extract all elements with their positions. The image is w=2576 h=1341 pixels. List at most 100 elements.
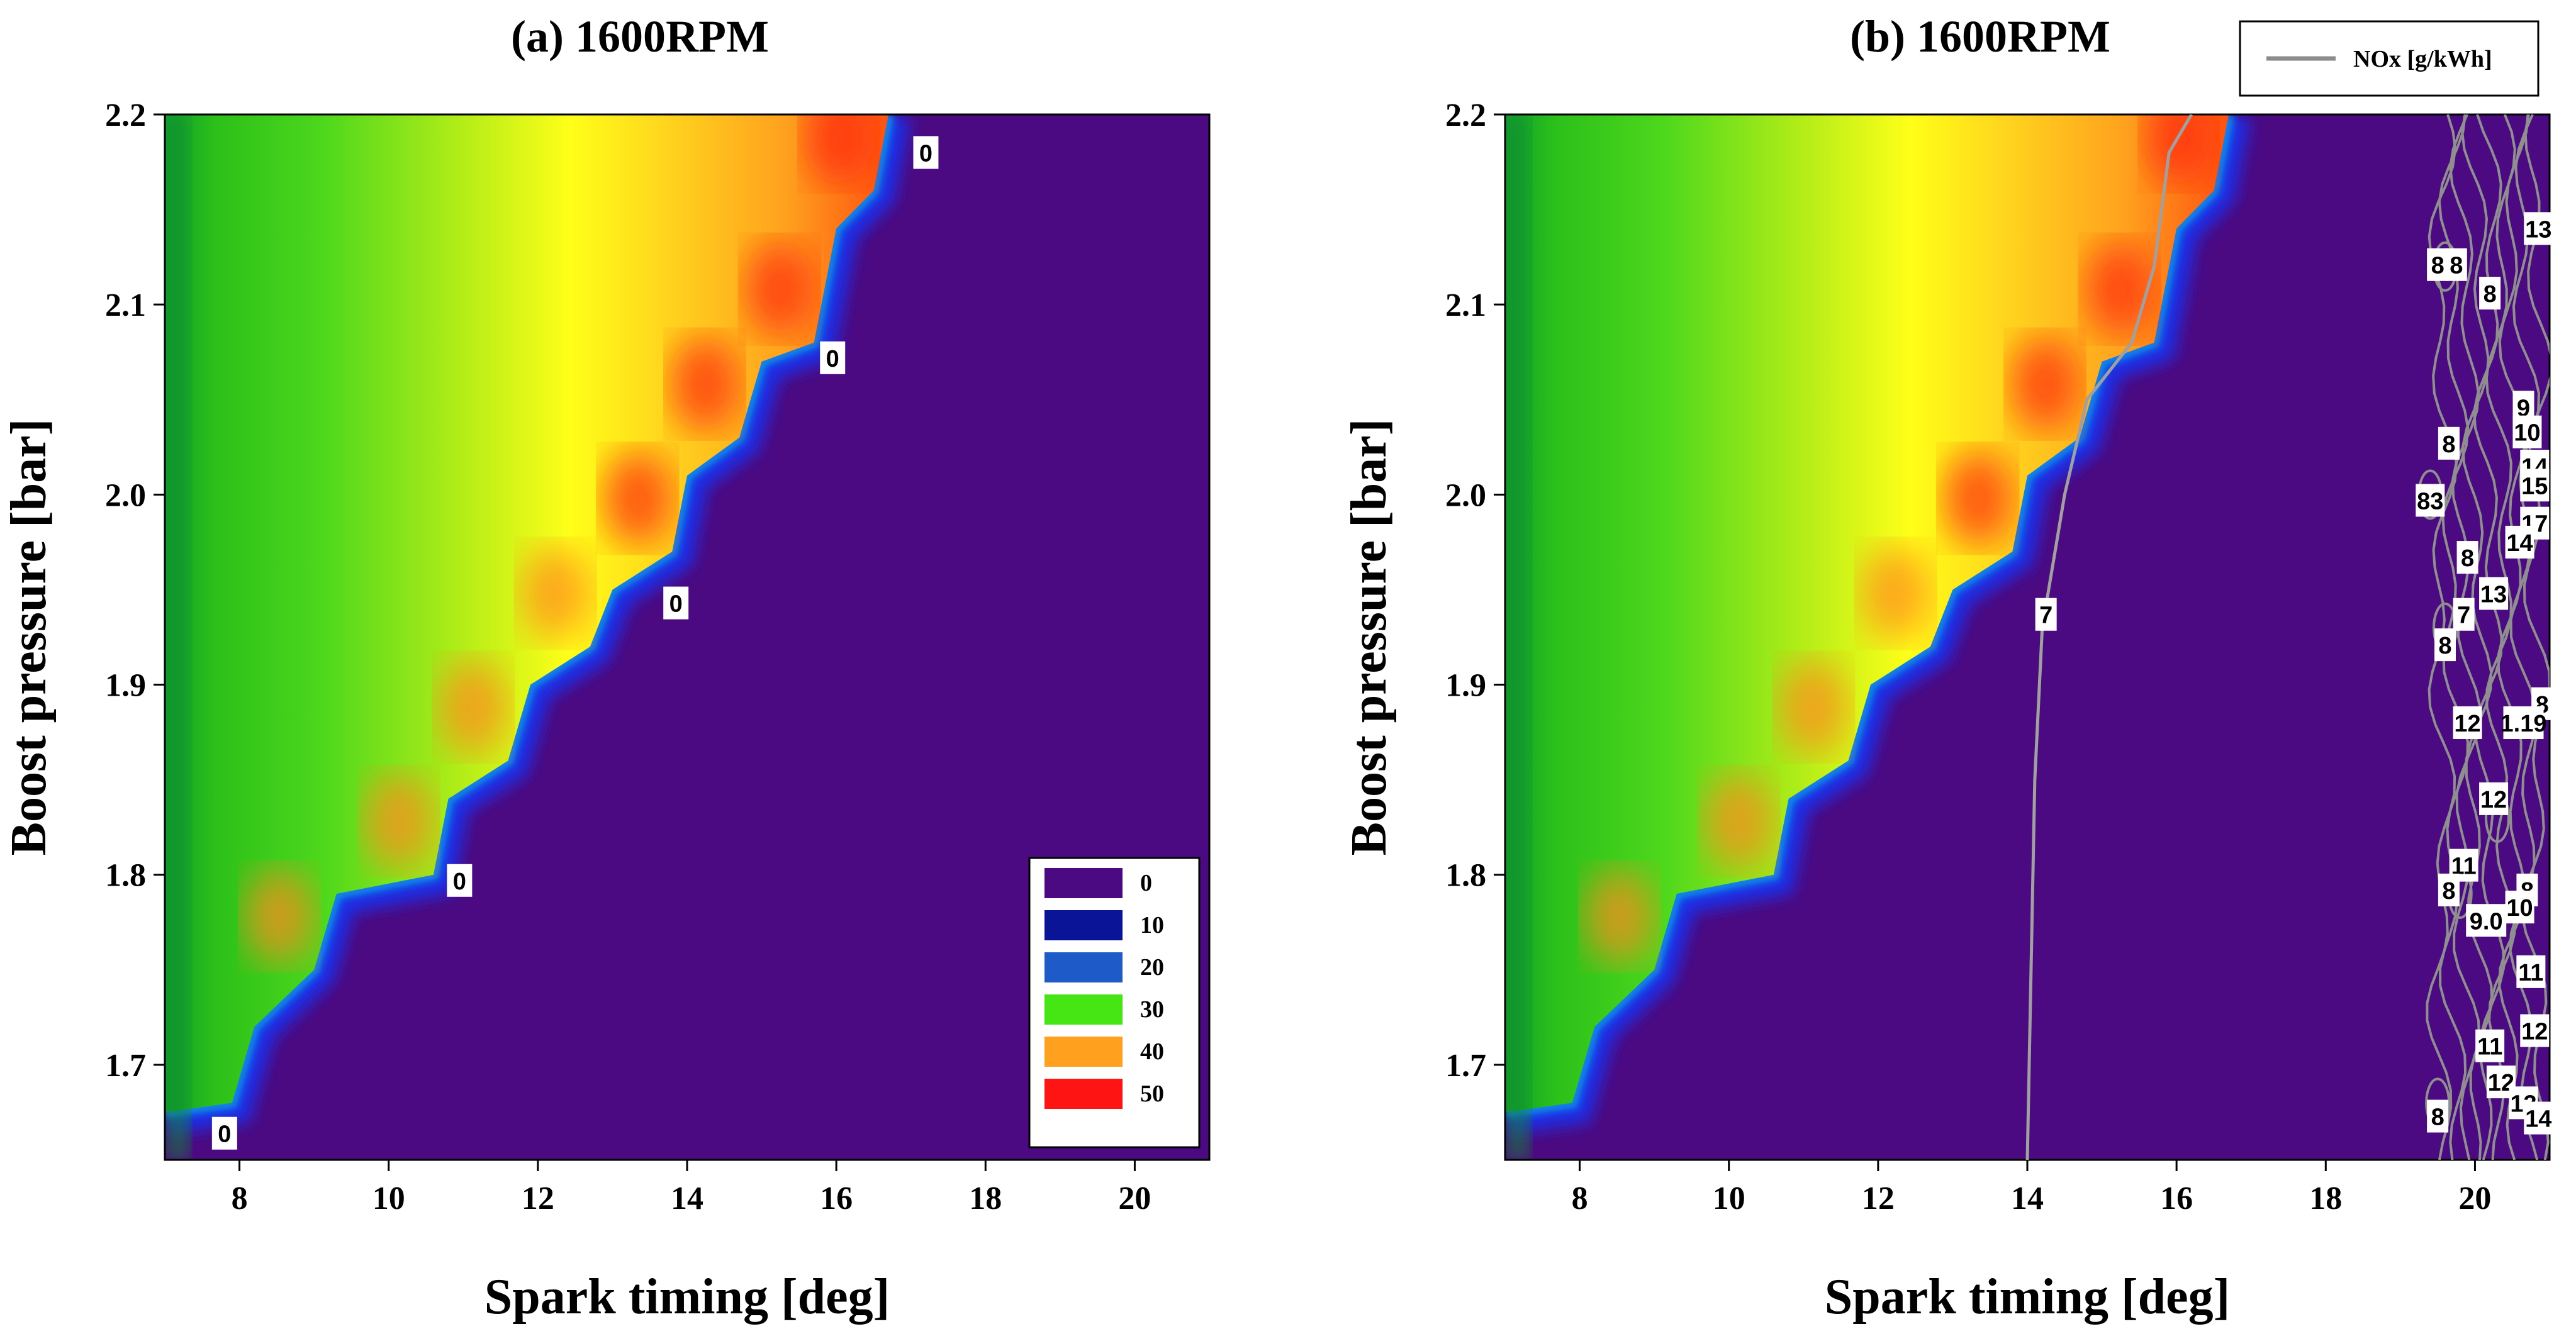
nox-label: 14 <box>2524 1101 2553 1135</box>
panel-b: 8 10 12 14 16 18 20 1.7 1.8 1.9 2.0 2.1 2.2 (b) 1600R… <box>1341 11 2553 1325</box>
label-text: 12 <box>2521 1019 2548 1045</box>
legend-swatch <box>1044 868 1123 898</box>
legend-level: 0 <box>1140 870 1152 896</box>
label-box <box>2438 426 2460 460</box>
label-text: 0 <box>218 1121 231 1148</box>
contour-label: 0 <box>663 586 689 620</box>
label-text: 8 <box>2442 431 2455 458</box>
nox-label: 83 <box>2416 484 2445 517</box>
heatmap-field <box>1505 114 2550 1160</box>
label-box <box>2453 706 2482 739</box>
hotspot <box>603 451 673 546</box>
hotspot <box>1861 546 1930 641</box>
y-tick-label: 1.9 <box>105 668 146 704</box>
y-tick-label: 1.7 <box>105 1048 146 1084</box>
x-tick-label: 10 <box>1713 1181 1745 1216</box>
label-text: 10 <box>2506 895 2533 921</box>
nox-contour <box>2485 114 2516 1160</box>
label-text: 13 <box>2480 581 2507 608</box>
nox-label: 13 <box>2524 212 2553 245</box>
nox-label: 8 <box>2479 277 2501 310</box>
label-box <box>2520 1014 2550 1047</box>
x-tick-label: 12 <box>1862 1181 1895 1216</box>
nox-label: 10 <box>2505 891 2534 924</box>
nox-label: 17 <box>2520 506 2550 540</box>
edge-shade <box>165 114 190 1160</box>
hotspot <box>364 774 434 869</box>
label-box <box>913 136 939 169</box>
label-text: 13 <box>2525 216 2551 243</box>
contour-label: 0 <box>820 341 846 374</box>
y-tick-label: 2.2 <box>105 97 146 133</box>
legend-level: 20 <box>1140 954 1164 981</box>
label-text: 8 <box>2461 545 2474 572</box>
x-tick-label: 16 <box>820 1181 853 1216</box>
y-tick-label: 1.9 <box>1445 668 1486 704</box>
nox-label: 7 <box>2453 598 2475 631</box>
label-text: 0 <box>919 140 932 167</box>
nox-contour <box>2449 114 2482 1160</box>
nox-label: 13 <box>2479 577 2509 610</box>
label-box <box>820 341 846 374</box>
nox-label: 8 <box>2434 628 2456 662</box>
legend-swatch <box>1044 1037 1123 1067</box>
panel-a: 8 10 12 14 16 18 20 1.7 1.8 1.9 2.0 2.1 2.2 (a) 1600R… <box>1 11 1211 1325</box>
legend-level: 30 <box>1140 996 1164 1023</box>
legend-swatch <box>1044 1079 1123 1109</box>
label-box <box>2505 525 2534 559</box>
label-text: 0 <box>826 346 839 372</box>
nox-label: 10 <box>2512 415 2542 448</box>
label-box <box>2466 904 2507 937</box>
legend-level: 10 <box>1140 912 1164 938</box>
label-box <box>663 586 689 620</box>
y-tick-label: 1.8 <box>1445 858 1486 894</box>
legend-level: 50 <box>1140 1081 1164 1107</box>
label-text: 7 <box>2039 603 2052 629</box>
label-box <box>2434 628 2456 662</box>
label-text: 9 <box>2517 395 2530 421</box>
label-box <box>2524 1101 2553 1135</box>
legend-label: NOx [g/kWh] <box>2353 46 2492 72</box>
x-tick-label: 8 <box>232 1181 248 1216</box>
label-box <box>2516 955 2546 988</box>
nox-label: 15 <box>2520 469 2550 502</box>
x-tick-label: 8 <box>1572 1181 1588 1216</box>
label-box <box>2505 891 2534 924</box>
label-text: 11 <box>2518 960 2543 986</box>
label-text: 83 <box>2417 488 2443 515</box>
y-tick-label: 2.1 <box>105 287 146 323</box>
label-text: 14 <box>2506 530 2533 557</box>
hotspot <box>1943 451 2013 546</box>
hotspot <box>245 869 315 964</box>
hotspot <box>1585 869 1655 964</box>
label-box <box>2416 484 2445 517</box>
hotspot <box>744 242 814 337</box>
nox-label: 11 <box>2516 955 2546 988</box>
label-box <box>2438 873 2460 906</box>
label-text: 7 <box>2457 603 2470 629</box>
label-box <box>2453 598 2475 631</box>
label-text: 8 <box>2484 281 2497 308</box>
label-box <box>211 1116 237 1150</box>
y-axis-label: Boost pressure [bar] <box>1 419 57 856</box>
label-text: 8 <box>2431 1104 2444 1130</box>
nox-label: 8 <box>2445 248 2467 281</box>
nox-label: 8 <box>2456 541 2478 574</box>
x-tick-label: 14 <box>671 1181 703 1216</box>
label-box <box>2479 577 2509 610</box>
nox-label: 12 <box>2520 1014 2550 1047</box>
label-box <box>447 864 473 897</box>
contour-label: 0 <box>447 864 473 897</box>
hotspot <box>1779 660 1849 755</box>
label-text: 1.19 <box>2500 711 2547 737</box>
nox-label: 8 <box>2427 248 2449 281</box>
y-tick-label: 2.0 <box>105 477 146 513</box>
label-box <box>2427 248 2449 281</box>
y-tick-label: 1.7 <box>1445 1048 1486 1084</box>
nox-contour <box>2461 114 2494 1160</box>
hotspot <box>2144 114 2214 184</box>
label-text: 8 <box>2442 878 2455 904</box>
nox-label: 11 <box>2475 1029 2505 1062</box>
nox-label: 8 <box>2427 1099 2449 1133</box>
